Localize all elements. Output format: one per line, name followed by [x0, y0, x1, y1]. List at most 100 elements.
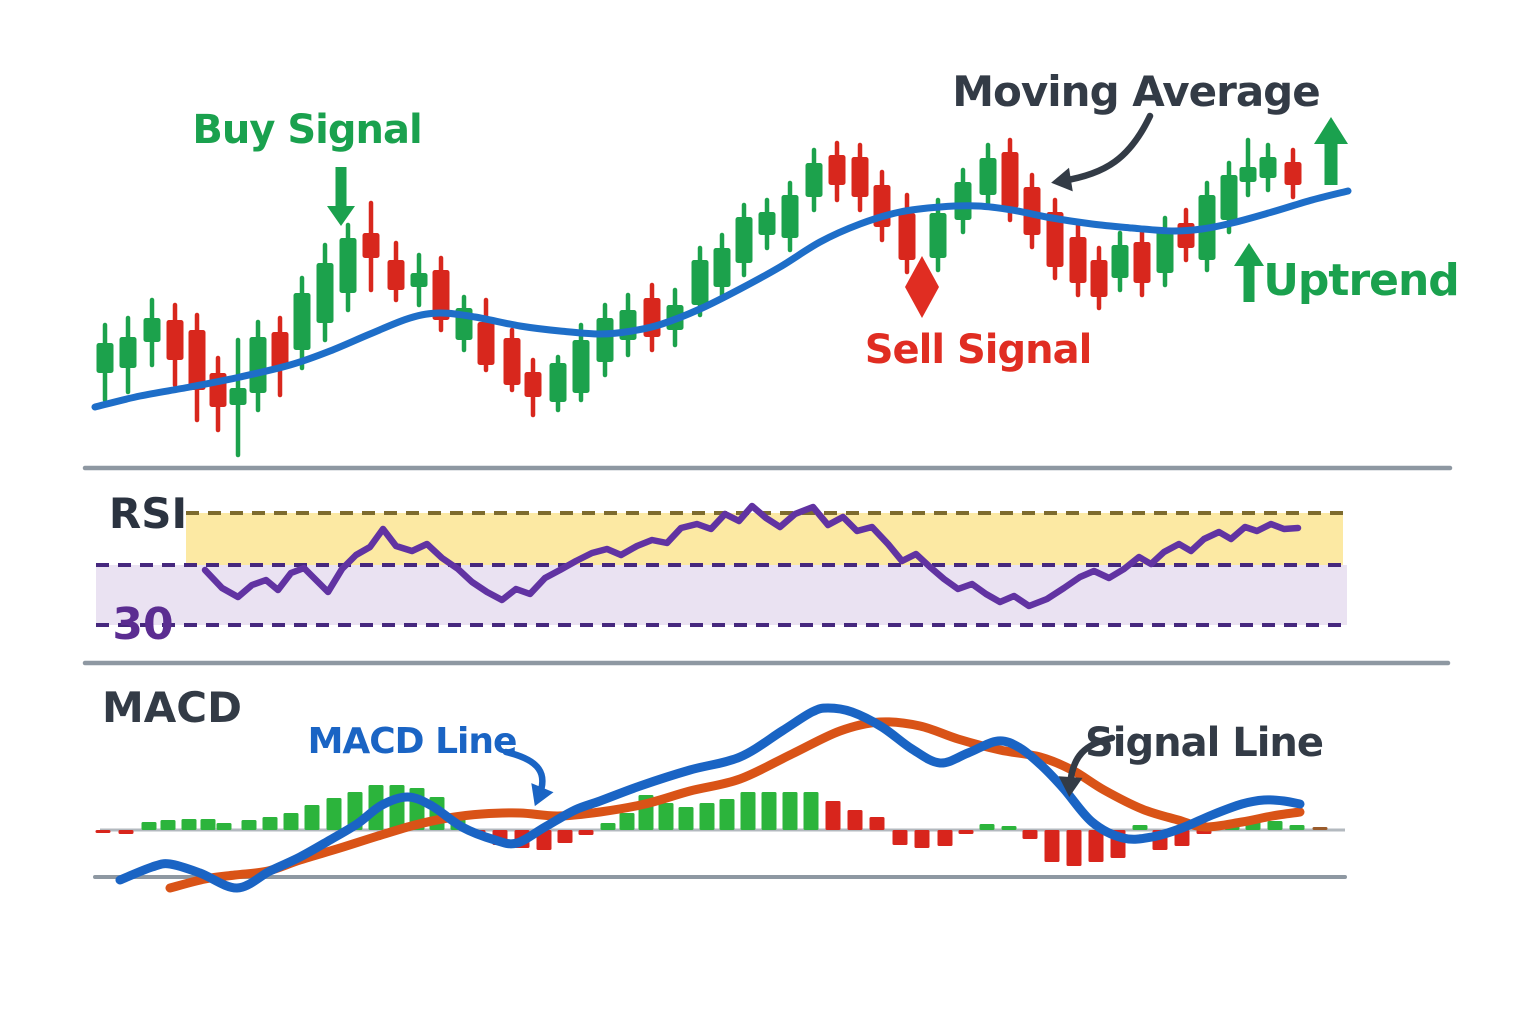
macd-histogram-bar [1132, 825, 1148, 830]
candle-body [1220, 175, 1238, 220]
price-up-arrow-icon [1314, 117, 1348, 185]
candle-body [524, 372, 542, 397]
candle-body [1259, 157, 1277, 178]
candle-body [1133, 242, 1151, 283]
macd-histogram-bar [181, 819, 197, 830]
macd-histogram-bar [658, 803, 674, 830]
macd-histogram-bar [782, 792, 798, 830]
sell-signal-diamond-icon [905, 256, 939, 318]
candle-body [362, 233, 380, 258]
macd-histogram-bar [389, 785, 405, 830]
macd-histogram-bar [160, 820, 176, 830]
macd-panel-title: MACD [102, 683, 242, 732]
candle-body [119, 337, 137, 368]
macd-histogram-bar [326, 798, 342, 830]
moving-average-label: Moving Average [952, 67, 1320, 116]
candle-body [805, 163, 823, 197]
macd-histogram-bar [761, 792, 777, 830]
candle-body [96, 343, 114, 373]
macd-histogram-bar [958, 830, 974, 834]
signal-line-label: Signal Line [1084, 720, 1324, 766]
candle-body [929, 213, 947, 258]
macd-histogram-bar [892, 830, 908, 845]
moving-average-line [91, 187, 1352, 411]
candle-body [432, 270, 450, 320]
candle-body [410, 273, 428, 287]
macd-histogram-bar [1088, 830, 1104, 862]
candle-body [188, 330, 206, 390]
macd-histogram-bar [979, 824, 995, 830]
macd-histogram-bar [803, 792, 819, 830]
candle-body [477, 322, 495, 365]
buy-signal-label: Buy Signal [192, 107, 422, 153]
candle-body [387, 260, 405, 290]
macd-histogram-bar [678, 807, 694, 830]
macd-histogram-bar [95, 830, 111, 833]
candle-body [1001, 152, 1019, 208]
macd-histogram-bar [914, 830, 930, 848]
candle-body [979, 158, 997, 195]
candle-body [828, 155, 846, 185]
candle-body [143, 318, 161, 342]
candle-body [166, 320, 184, 360]
candle-body [572, 340, 590, 393]
macd-histogram-bar [1022, 830, 1038, 839]
moving-average-callout-arrow-head [1051, 167, 1073, 192]
macd-histogram-bar [304, 805, 320, 830]
macd-histogram-bar [847, 810, 863, 830]
candlesticks [96, 137, 1302, 458]
macd-histogram-bar [619, 813, 635, 830]
panel-separators [82, 465, 1453, 666]
candle-body [1046, 212, 1064, 267]
macd-histogram [95, 785, 1328, 866]
rsi-line [201, 502, 1302, 610]
candle-body [316, 263, 334, 323]
signal-line-callout-arrow-head [1058, 776, 1083, 797]
candle-body [781, 195, 799, 238]
uptrend-arrow-icon [1234, 243, 1264, 302]
signal-line [165, 717, 1305, 893]
macd-histogram-bar [740, 792, 756, 830]
uptrend-label: Uptrend [1263, 255, 1460, 306]
candle-body [1156, 230, 1174, 273]
candle-body [249, 337, 267, 393]
macd-histogram-bar [262, 817, 278, 830]
macd-histogram-bar [200, 819, 216, 830]
macd-histogram-bar [1066, 830, 1082, 866]
macd-line-label: MACD Line [307, 721, 518, 762]
candle-body [229, 388, 247, 405]
macd-histogram-bar [937, 830, 953, 846]
price-panel [91, 112, 1352, 458]
macd-panel [93, 703, 1347, 893]
macd-histogram-bar [1289, 825, 1305, 830]
rsi-oversold-level-label: 30 [112, 599, 174, 650]
moving-average-callout-arrow [1058, 112, 1154, 185]
candle-body [758, 212, 776, 235]
macd-histogram-bar [283, 813, 299, 830]
rsi-panel-title: RSI [108, 489, 188, 538]
macd-histogram-bar [699, 803, 715, 830]
candle-body [503, 338, 521, 385]
candle-body [293, 293, 311, 350]
sell-signal-label: Sell Signal [864, 327, 1093, 373]
candle-body [596, 318, 614, 362]
macd-histogram-bar [216, 823, 232, 830]
candle-body [735, 217, 753, 263]
candle-body [713, 248, 731, 287]
macd-line [115, 703, 1305, 893]
macd-histogram-bar [719, 799, 735, 830]
macd-histogram-bar [825, 801, 841, 830]
candle-body [691, 260, 709, 305]
candle-body [549, 363, 567, 402]
rsi-oversold-band [96, 565, 1347, 625]
rsi-panel [96, 502, 1347, 627]
candle-body [1090, 260, 1108, 297]
macd-line-callout-arrow-head [531, 783, 554, 807]
macd-histogram-bar [241, 820, 257, 830]
candle-body [1069, 237, 1087, 283]
macd-histogram-bar [141, 822, 157, 830]
candle-body [898, 213, 916, 260]
candle-body [1284, 162, 1302, 185]
